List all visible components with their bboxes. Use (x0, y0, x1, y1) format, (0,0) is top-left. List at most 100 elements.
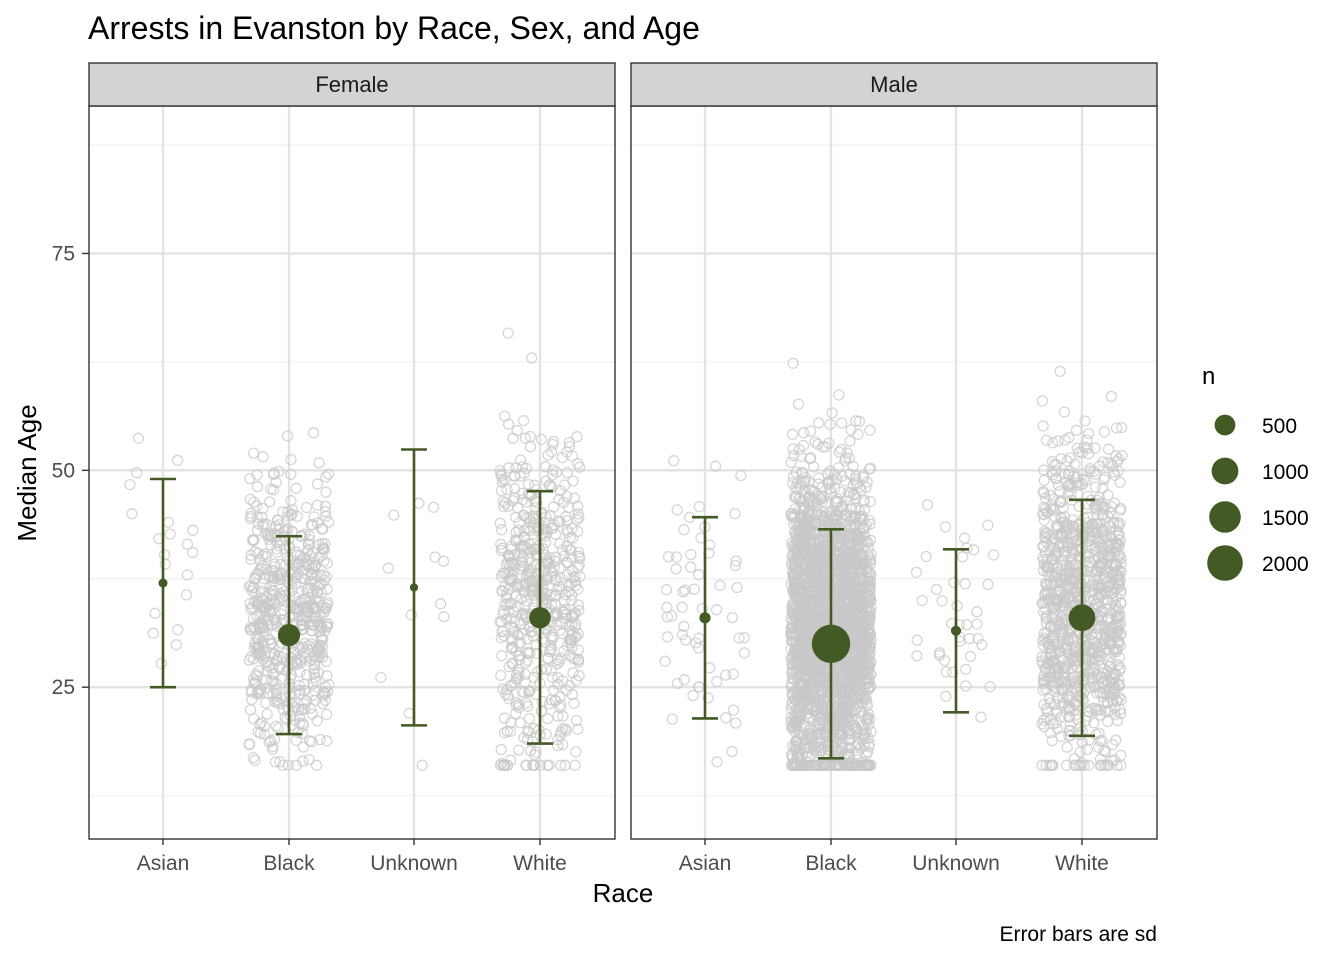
raw-point (316, 634, 328, 646)
raw-point (496, 524, 508, 536)
raw-point (1044, 697, 1057, 709)
raw-point (836, 526, 848, 538)
raw-point (857, 728, 869, 740)
raw-point (1110, 643, 1122, 656)
raw-point (438, 611, 450, 623)
raw-point (1038, 514, 1050, 526)
raw-point (550, 610, 563, 622)
raw-point (572, 654, 584, 666)
raw-point (1097, 542, 1109, 554)
raw-point (802, 742, 814, 755)
raw-point (823, 483, 836, 495)
raw-point (1048, 609, 1060, 621)
raw-point (1038, 676, 1050, 688)
raw-point (726, 745, 738, 758)
raw-point (1079, 415, 1091, 427)
raw-point (573, 461, 586, 473)
raw-point (709, 460, 722, 472)
raw-point (833, 389, 845, 401)
raw-point (835, 443, 847, 456)
raw-point (818, 705, 830, 717)
raw-point (1082, 448, 1095, 460)
raw-point (531, 647, 543, 660)
raw-point (1048, 533, 1060, 546)
raw-point (302, 559, 314, 572)
raw-point (256, 511, 268, 523)
raw-point (1060, 572, 1072, 584)
y-tick-label: 75 (52, 242, 75, 265)
raw-point (940, 690, 952, 702)
raw-point (285, 651, 297, 664)
raw-point (547, 501, 560, 513)
summary-point-white (1068, 604, 1096, 632)
raw-point (524, 565, 536, 578)
raw-point (295, 576, 307, 588)
raw-point (840, 660, 852, 672)
summary-point-asian (158, 578, 168, 588)
raw-point (853, 559, 865, 572)
raw-point (512, 671, 525, 684)
raw-point (1057, 641, 1069, 653)
raw-point (551, 658, 563, 670)
raw-point (1093, 587, 1106, 599)
raw-point (814, 554, 826, 566)
raw-point (676, 601, 688, 613)
raw-point (573, 511, 585, 524)
raw-point (530, 746, 542, 758)
raw-point (787, 357, 799, 369)
raw-point (1090, 498, 1102, 510)
raw-point (270, 655, 283, 667)
raw-point (921, 499, 934, 511)
raw-point (541, 759, 554, 771)
raw-point (824, 506, 836, 519)
raw-point (1038, 699, 1050, 711)
raw-point (291, 604, 303, 616)
raw-point (322, 596, 334, 609)
raw-point (505, 680, 517, 692)
raw-point (692, 642, 705, 654)
legend-label: 1000 (1262, 461, 1309, 484)
raw-point (850, 476, 863, 489)
raw-point (534, 759, 547, 771)
raw-point (930, 583, 943, 596)
raw-point (504, 566, 516, 578)
raw-point (1069, 585, 1081, 597)
raw-point (244, 512, 257, 525)
raw-point (786, 699, 798, 711)
raw-point (811, 539, 823, 552)
raw-point (553, 537, 566, 550)
raw-point (501, 567, 514, 580)
raw-point (843, 568, 856, 580)
raw-point (276, 614, 289, 626)
raw-point (1064, 563, 1076, 575)
raw-point (300, 501, 313, 514)
raw-point (984, 681, 996, 693)
raw-point (1109, 558, 1121, 571)
raw-point (1040, 759, 1052, 771)
raw-point (862, 573, 875, 586)
raw-point (270, 521, 282, 533)
raw-point (549, 528, 562, 540)
raw-point (1040, 603, 1052, 616)
raw-point (1044, 489, 1056, 501)
raw-point (1059, 434, 1071, 446)
raw-point (560, 556, 573, 568)
raw-point (813, 417, 825, 429)
raw-point (274, 573, 287, 585)
raw-point (864, 576, 877, 588)
raw-point (546, 446, 558, 458)
raw-point (1089, 598, 1101, 610)
raw-point (936, 595, 948, 607)
raw-point (565, 544, 577, 556)
raw-point (835, 556, 847, 569)
raw-point (519, 432, 532, 444)
raw-point (285, 509, 297, 521)
raw-point (159, 558, 171, 570)
raw-point (298, 678, 311, 690)
raw-point (1098, 624, 1111, 636)
raw-point (850, 741, 862, 753)
raw-point (796, 689, 808, 702)
raw-point (1068, 759, 1081, 771)
